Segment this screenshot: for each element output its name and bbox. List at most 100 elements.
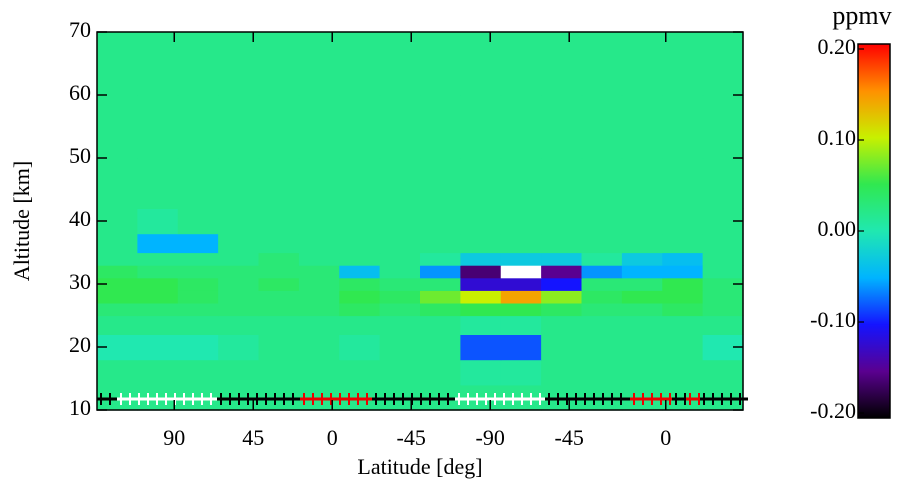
heat-cell bbox=[137, 359, 179, 386]
heat-cell bbox=[662, 359, 704, 386]
heat-cell bbox=[460, 233, 502, 254]
heat-cell bbox=[581, 32, 623, 96]
heat-cell bbox=[137, 315, 179, 335]
heat-cell bbox=[218, 265, 260, 279]
y-tick-label: 40 bbox=[69, 206, 91, 231]
x-tick-label: 45 bbox=[242, 425, 264, 450]
heat-cell bbox=[460, 32, 502, 96]
heat-cell bbox=[702, 359, 744, 386]
heat-cell bbox=[702, 315, 744, 335]
heat-cell bbox=[137, 95, 179, 159]
heat-cell bbox=[662, 315, 704, 335]
heat-cell bbox=[379, 32, 421, 96]
heat-cell bbox=[581, 290, 623, 304]
heat-cell bbox=[97, 233, 138, 254]
heat-cell bbox=[460, 302, 502, 317]
heat-cell bbox=[379, 252, 421, 266]
heat-cell bbox=[621, 208, 663, 235]
heat-cell bbox=[541, 277, 583, 291]
heat-cell bbox=[500, 302, 542, 317]
colorbar-tick-label: 0.10 bbox=[818, 125, 857, 150]
heat-cell bbox=[420, 277, 461, 291]
heat-cell bbox=[541, 315, 583, 335]
heat-cell bbox=[339, 32, 381, 96]
heat-cell bbox=[702, 302, 744, 317]
heat-cell bbox=[177, 252, 219, 266]
heat-cell bbox=[177, 334, 219, 361]
heat-cell bbox=[379, 302, 421, 317]
x-tick-label: 90 bbox=[163, 425, 185, 450]
x-tick-label: -45 bbox=[397, 425, 426, 450]
heat-cell bbox=[541, 334, 583, 361]
heat-cell bbox=[379, 233, 421, 254]
heat-cell bbox=[137, 158, 179, 209]
heat-cell bbox=[218, 233, 260, 254]
heat-cell bbox=[420, 265, 461, 279]
heat-cell bbox=[379, 290, 421, 304]
heat-cell bbox=[298, 32, 340, 96]
heat-cell bbox=[258, 158, 300, 209]
heat-cell bbox=[258, 95, 300, 159]
heat-cell bbox=[339, 277, 381, 291]
heat-cell bbox=[702, 290, 744, 304]
heat-cell bbox=[420, 315, 461, 335]
heat-cell bbox=[218, 95, 260, 159]
heat-cell bbox=[621, 32, 663, 96]
heat-cell bbox=[339, 208, 381, 235]
heat-cell bbox=[339, 290, 381, 304]
heat-cell bbox=[137, 302, 179, 317]
heat-cell bbox=[621, 290, 663, 304]
heat-cell bbox=[218, 302, 260, 317]
heat-cell bbox=[460, 95, 502, 159]
heat-cell bbox=[298, 158, 340, 209]
heat-cell bbox=[460, 315, 502, 335]
heat-cell bbox=[621, 158, 663, 209]
heat-cell bbox=[581, 265, 623, 279]
heat-cell bbox=[581, 359, 623, 386]
heat-cell bbox=[621, 277, 663, 291]
heat-cell bbox=[339, 334, 381, 361]
heat-cell bbox=[177, 233, 219, 254]
colorbar-tick-label: -0.10 bbox=[810, 307, 856, 332]
heat-cell bbox=[420, 290, 461, 304]
x-axis-title: Latitude [deg] bbox=[357, 454, 482, 479]
x-tick-label: 0 bbox=[327, 425, 338, 450]
heat-cell bbox=[379, 208, 421, 235]
heat-cell bbox=[177, 158, 219, 209]
heat-cell bbox=[298, 95, 340, 159]
heat-cell bbox=[541, 252, 583, 266]
heat-cell bbox=[258, 334, 300, 361]
heat-cell bbox=[137, 252, 179, 266]
heat-cell bbox=[177, 359, 219, 386]
y-tick-label: 70 bbox=[69, 17, 91, 42]
y-tick-label: 50 bbox=[69, 143, 91, 168]
heat-cell bbox=[662, 95, 704, 159]
heat-cell bbox=[298, 208, 340, 235]
heat-cell bbox=[379, 158, 421, 209]
x-tick-label: 0 bbox=[660, 425, 671, 450]
heat-cell bbox=[339, 359, 381, 386]
heat-cell bbox=[581, 233, 623, 254]
heat-cell bbox=[218, 32, 260, 96]
heat-cell bbox=[97, 302, 138, 317]
heat-cell bbox=[621, 334, 663, 361]
heat-cell bbox=[177, 315, 219, 335]
heat-cell bbox=[298, 290, 340, 304]
heat-cell bbox=[662, 32, 704, 96]
heat-cell bbox=[541, 158, 583, 209]
heat-cell bbox=[500, 158, 542, 209]
heat-cell bbox=[541, 265, 583, 279]
heat-cell bbox=[218, 334, 260, 361]
heat-cell bbox=[218, 359, 260, 386]
heat-cell bbox=[541, 95, 583, 159]
heat-cell bbox=[258, 359, 300, 386]
heat-cell bbox=[420, 208, 461, 235]
heat-cell bbox=[702, 277, 744, 291]
heat-cell bbox=[258, 233, 300, 254]
heat-cell bbox=[379, 315, 421, 335]
heat-cell bbox=[662, 302, 704, 317]
heat-cell bbox=[581, 95, 623, 159]
heat-cell bbox=[420, 359, 461, 386]
heat-cell bbox=[97, 95, 138, 159]
heat-cell bbox=[541, 233, 583, 254]
